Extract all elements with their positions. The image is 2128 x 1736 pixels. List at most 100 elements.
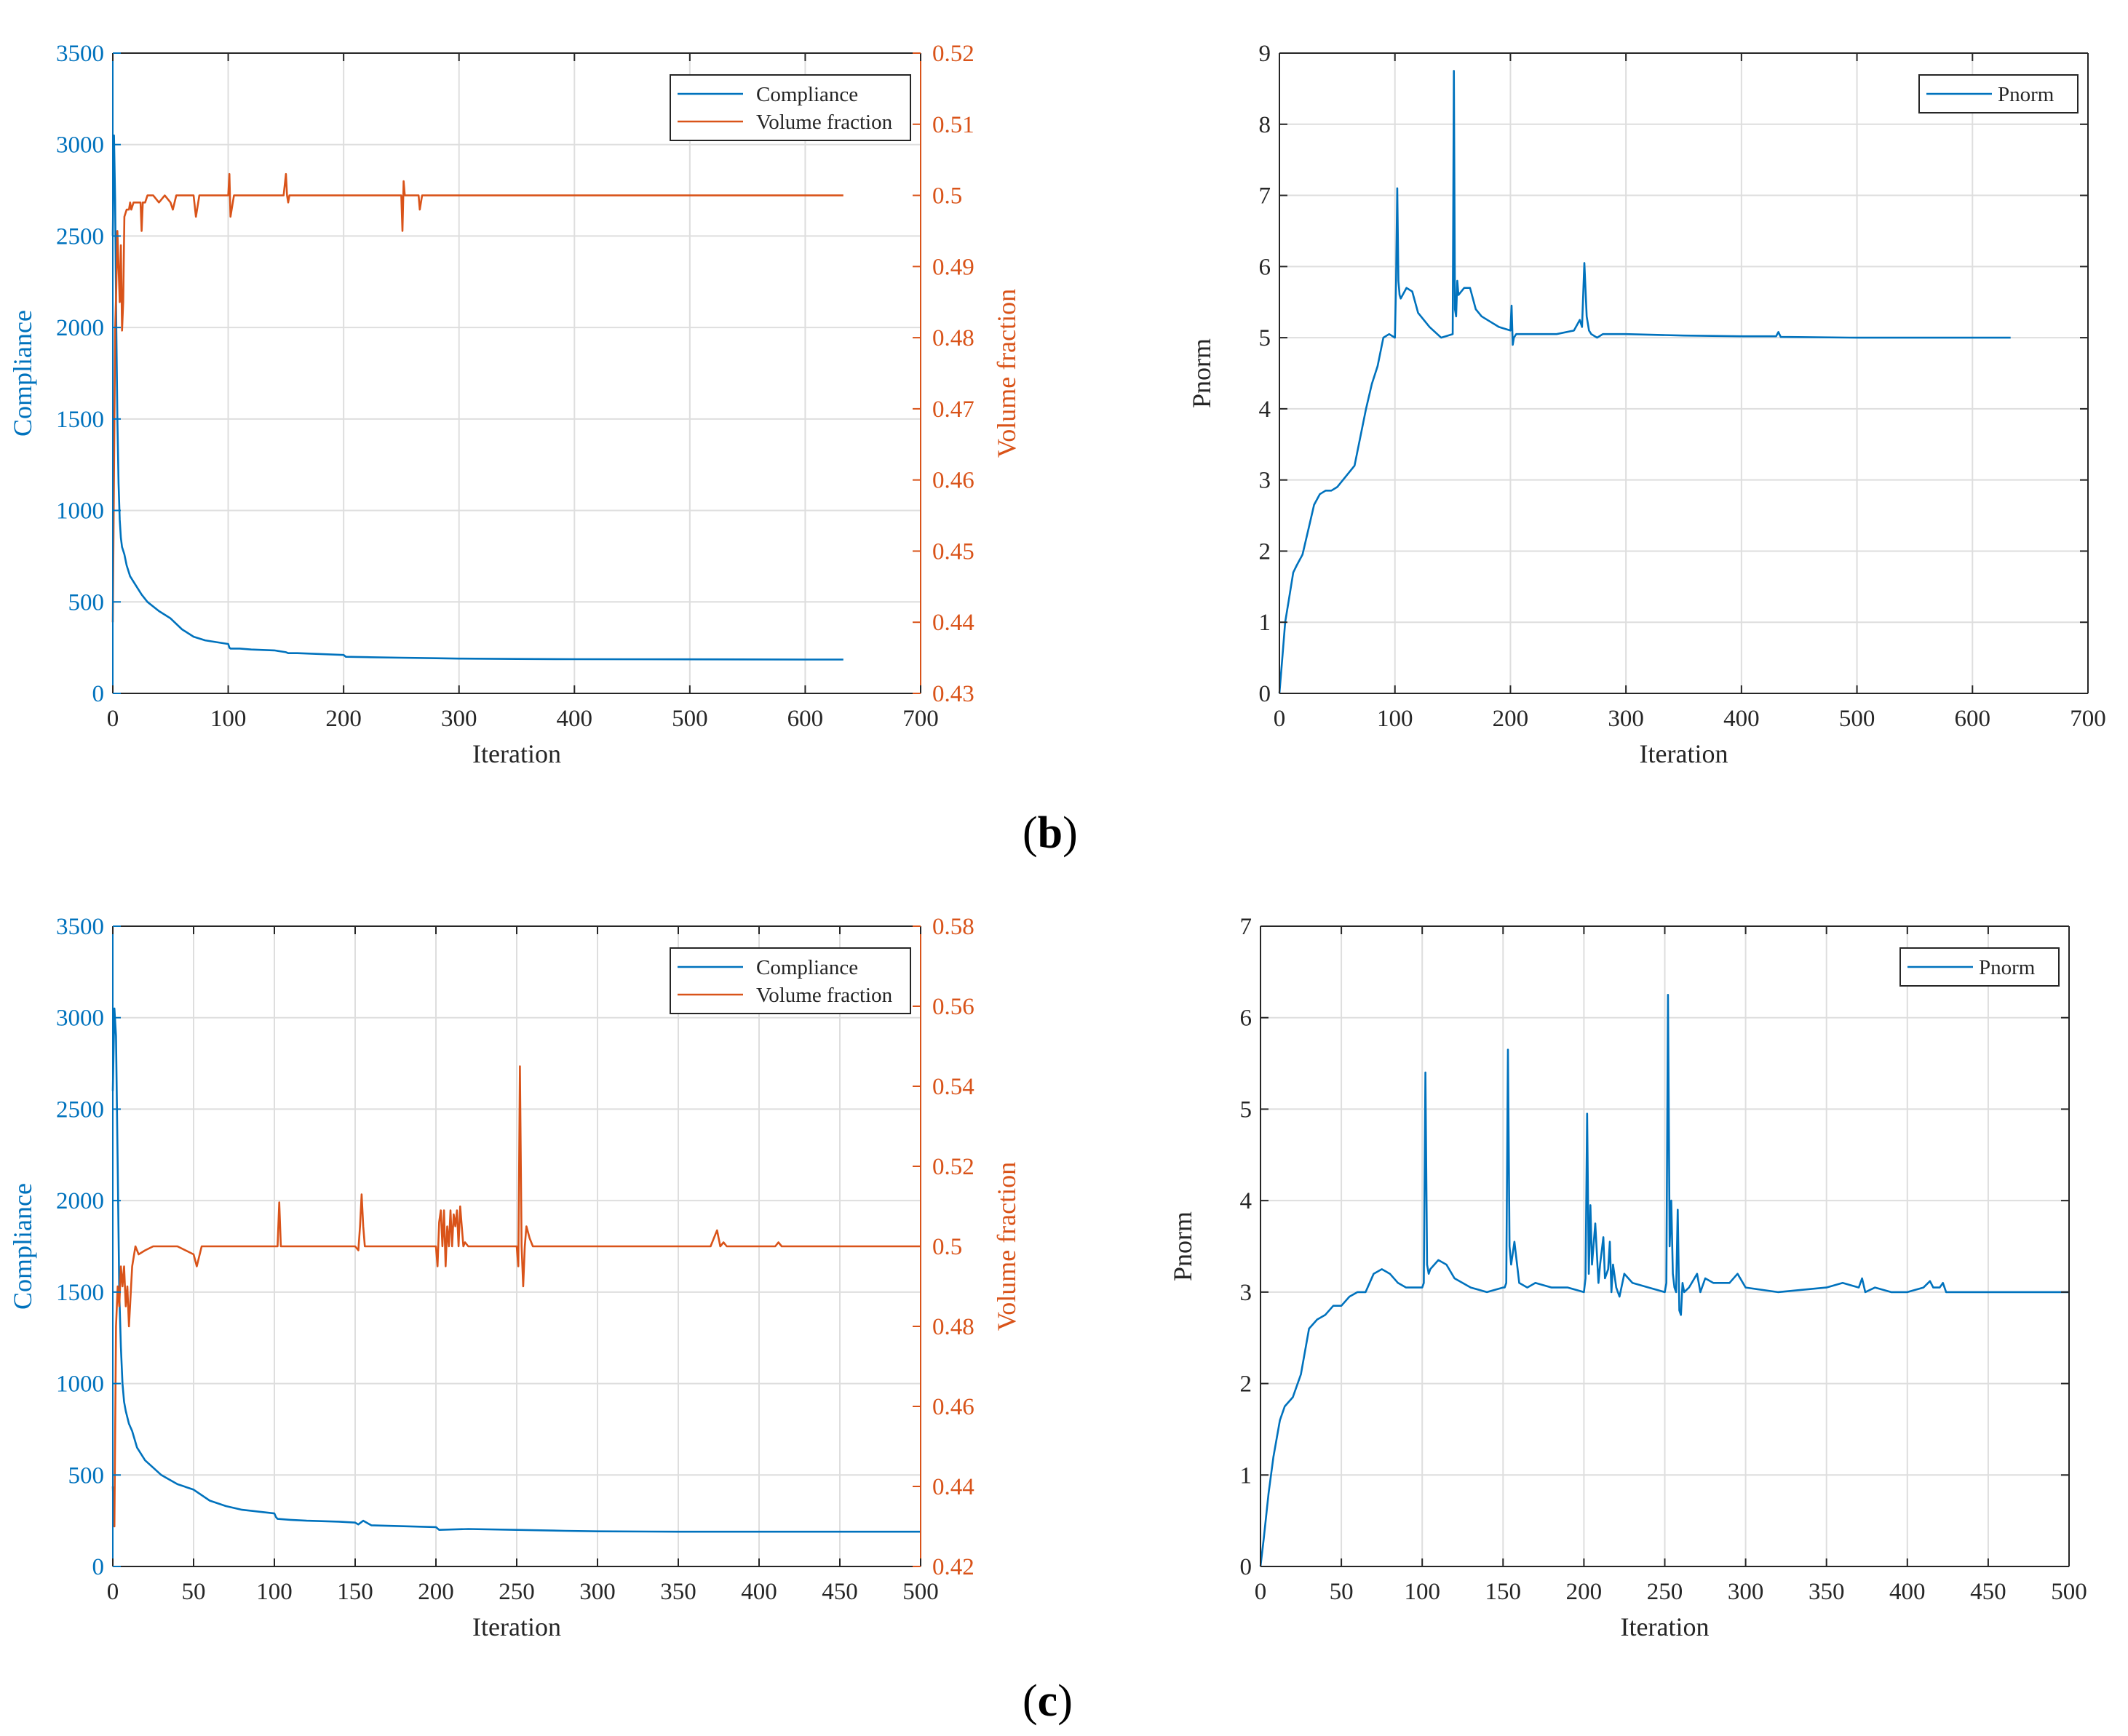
- x-tick-label: 500: [902, 1579, 939, 1605]
- x-tick-label: 50: [1330, 1579, 1354, 1605]
- x-tick-label: 500: [2051, 1579, 2087, 1605]
- x-tick-label: 350: [660, 1579, 696, 1605]
- x-tick-label: 200: [1566, 1579, 1603, 1605]
- x-tick-label: 200: [1493, 706, 1529, 732]
- chart-c-right: 0 50 100 150 200 250 300 350 400 450 500 0 1 2 3 4 5 6 7 It…: [1168, 914, 2087, 1641]
- y-tick-label: 5: [1240, 1096, 1252, 1123]
- y-tick-label: 2000: [56, 1188, 104, 1214]
- x-tick-label: 400: [1889, 1579, 1926, 1605]
- plot-area: [1279, 53, 2088, 693]
- y-tick-label: 2500: [56, 223, 104, 250]
- x-tick-label: 300: [579, 1579, 616, 1605]
- y-tick-label: 1000: [56, 1371, 104, 1398]
- y-tick-label-right: 0.48: [932, 1314, 974, 1340]
- y-tick-label: 7: [1259, 183, 1271, 210]
- y-tick-label-right: 0.44: [932, 610, 974, 636]
- legend: Compliance Volume fraction: [670, 947, 911, 1014]
- y-tick-label: 1500: [56, 407, 104, 433]
- y-tick-label: 2: [1259, 538, 1271, 565]
- legend-box: [1899, 947, 2060, 987]
- y-tick-label: 0: [1240, 1554, 1252, 1580]
- series-line-volume-fraction: [111, 172, 843, 623]
- chart-b-left: 0 100 200 300 400 500 600 700 0 500 1000 1500 2000 25…: [8, 41, 1021, 768]
- x-tick-label: 150: [337, 1579, 373, 1605]
- x-tick-label: 300: [1608, 706, 1644, 732]
- legend-entry: Volume fraction: [756, 984, 893, 1007]
- y-tick-label-right: 0.47: [932, 397, 974, 423]
- x-tick-label: 100: [256, 1579, 293, 1605]
- y-tick-label: 9: [1259, 41, 1271, 67]
- y-tick-label: 3500: [56, 41, 104, 67]
- y-tick-label: 6: [1240, 1006, 1252, 1032]
- y-tick-label-right: 0.5: [932, 183, 962, 210]
- legend-entry: Pnorm: [1979, 956, 2036, 979]
- legend-entry: Compliance: [756, 83, 858, 106]
- x-tick-label: 0: [1274, 706, 1286, 732]
- x-tick-label: 700: [902, 706, 939, 732]
- x-axis-label: Iteration: [472, 739, 561, 768]
- x-tick-label: 100: [1377, 706, 1413, 732]
- y-tick-label: 0: [92, 681, 105, 707]
- y-tick-label-right: 0.49: [932, 254, 974, 280]
- x-tick-label: 50: [182, 1579, 206, 1605]
- x-tick-label: 700: [2070, 706, 2106, 732]
- y-tick-label: 500: [68, 1462, 105, 1489]
- x-tick-label: 250: [1647, 1579, 1683, 1605]
- y-tick-label-right: 0.48: [932, 325, 974, 351]
- y-tick-label: 1000: [56, 498, 104, 525]
- x-tick-label: 100: [1404, 1579, 1440, 1605]
- y-tick-label: 3000: [56, 1006, 104, 1032]
- x-axis-label: Iteration: [472, 1612, 561, 1641]
- x-tick-label: 0: [1255, 1579, 1267, 1605]
- y-tick-label-right: 0.51: [932, 112, 974, 138]
- y-axis-label: Pnorm: [1187, 338, 1216, 408]
- y-tick-label-right: 0.56: [932, 994, 974, 1020]
- x-tick-label: 250: [499, 1579, 535, 1605]
- legend: Pnorm: [1899, 947, 2060, 987]
- y-tick-label: 5: [1259, 325, 1271, 351]
- y-tick-label-right: 0.44: [932, 1474, 974, 1500]
- y-tick-label-right: 0.52: [932, 1154, 974, 1180]
- panel-label-b: (b): [1023, 808, 1078, 858]
- y-tick-label: 7: [1240, 914, 1252, 940]
- y-tick-label-right: 0.46: [932, 1394, 974, 1420]
- y-tick-label: 0: [92, 1554, 105, 1580]
- y-tick-label-right: 0.45: [932, 538, 974, 565]
- y-tick-label: 2000: [56, 315, 104, 341]
- y-axis-label-right: Volume fraction: [992, 1162, 1021, 1331]
- x-tick-label: 300: [441, 706, 477, 732]
- y-axis-label: Pnorm: [1168, 1211, 1197, 1281]
- y-tick-label-right: 0.43: [932, 681, 974, 707]
- x-tick-label: 350: [1809, 1579, 1845, 1605]
- x-tick-label: 100: [210, 706, 247, 732]
- x-tick-label: 500: [672, 706, 708, 732]
- legend-box: [670, 74, 911, 141]
- y-tick-label: 4: [1259, 397, 1271, 423]
- x-tick-label: 0: [107, 706, 119, 732]
- series-line-pnorm: [1278, 70, 2011, 694]
- y-tick-label: 3000: [56, 132, 104, 159]
- plot-area: [113, 53, 921, 693]
- y-tick-label: 3: [1240, 1280, 1252, 1306]
- y-tick-label: 1: [1240, 1462, 1252, 1489]
- y-axis-label-right: Volume fraction: [992, 289, 1021, 458]
- y-tick-label: 1500: [56, 1280, 104, 1306]
- x-tick-label: 200: [418, 1579, 454, 1605]
- x-tick-label: 600: [1955, 706, 1991, 732]
- x-tick-label: 200: [325, 706, 362, 732]
- x-axis-label: Iteration: [1621, 1612, 1710, 1641]
- chart-c-left: 0 50 100 150 200 250 300 350 400 450 500 0 500 1000 15…: [8, 914, 1021, 1641]
- y-tick-label: 3500: [56, 914, 104, 940]
- y-tick-label-right: 0.54: [932, 1074, 974, 1100]
- y-tick-label: 500: [68, 589, 105, 616]
- x-tick-label: 600: [787, 706, 824, 732]
- y-tick-label-right: 0.42: [932, 1554, 974, 1580]
- series-line-pnorm: [1259, 994, 2069, 1567]
- y-tick-label: 3: [1259, 468, 1271, 494]
- y-tick-label: 2500: [56, 1096, 104, 1123]
- y-tick-label: 0: [1259, 681, 1271, 707]
- x-tick-label: 450: [822, 1579, 858, 1605]
- y-tick-label-right: 0.5: [932, 1234, 962, 1260]
- x-tick-label: 450: [1970, 1579, 2006, 1605]
